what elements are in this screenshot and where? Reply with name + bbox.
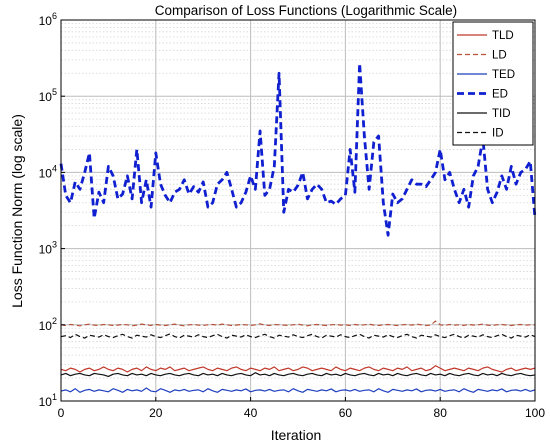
series-line-tid [60, 372, 536, 378]
y-tick-label: 101 [39, 392, 57, 409]
y-axis-title: Loss Function Norm (log scale) [9, 114, 25, 308]
legend-label-ed: ED [492, 89, 508, 101]
y-tick-exponent: 2 [52, 316, 57, 326]
series-line-ted [60, 387, 536, 393]
y-tick-exponent: 5 [52, 87, 57, 97]
y-tick-label: 103 [39, 240, 57, 257]
y-tick-exponent: 4 [52, 163, 57, 173]
x-axis-title: Iteration [271, 427, 322, 443]
y-tick-exponent: 6 [52, 11, 57, 21]
y-tick-exponent: 3 [52, 240, 57, 250]
legend-label-ted: TED [492, 69, 515, 81]
y-tick-label: 106 [39, 11, 57, 28]
series-line-tld [60, 365, 536, 373]
y-tick-base: 10 [39, 243, 53, 257]
x-tick-label: 100 [525, 406, 545, 420]
legend: TLD LD TED ED TID ID [452, 21, 534, 146]
y-tick-label: 102 [39, 316, 57, 333]
x-axis: 0 20 40 60 80 100 [58, 397, 545, 420]
legend-label-tid: TID [492, 108, 511, 120]
y-tick-base: 10 [39, 166, 53, 180]
x-tick-label: 40 [244, 406, 258, 420]
legend-label-ld: LD [492, 50, 507, 62]
legend-label-tld: TLD [492, 30, 514, 42]
grid-lines [60, 19, 536, 402]
y-tick-base: 10 [39, 14, 53, 28]
y-tick-base: 10 [39, 395, 53, 409]
x-tick-label: 0 [58, 406, 65, 420]
series-line-ld [60, 320, 535, 327]
x-tick-label: 60 [339, 406, 353, 420]
y-tick-base: 10 [39, 90, 53, 104]
y-tick-label: 105 [39, 87, 57, 104]
x-tick-label: 20 [149, 406, 163, 420]
y-tick-exponent: 1 [52, 392, 57, 402]
legend-box [452, 21, 534, 146]
series-layer [59, 61, 537, 393]
chart-title: Comparison of Loss Functions (Logarithmi… [155, 3, 457, 18]
y-tick-label: 104 [39, 163, 57, 180]
legend-label-id: ID [492, 128, 504, 140]
x-tick-label: 80 [434, 406, 448, 420]
plot-frame [60, 19, 536, 402]
series-line-ed [59, 61, 537, 237]
y-tick-base: 10 [39, 319, 53, 333]
